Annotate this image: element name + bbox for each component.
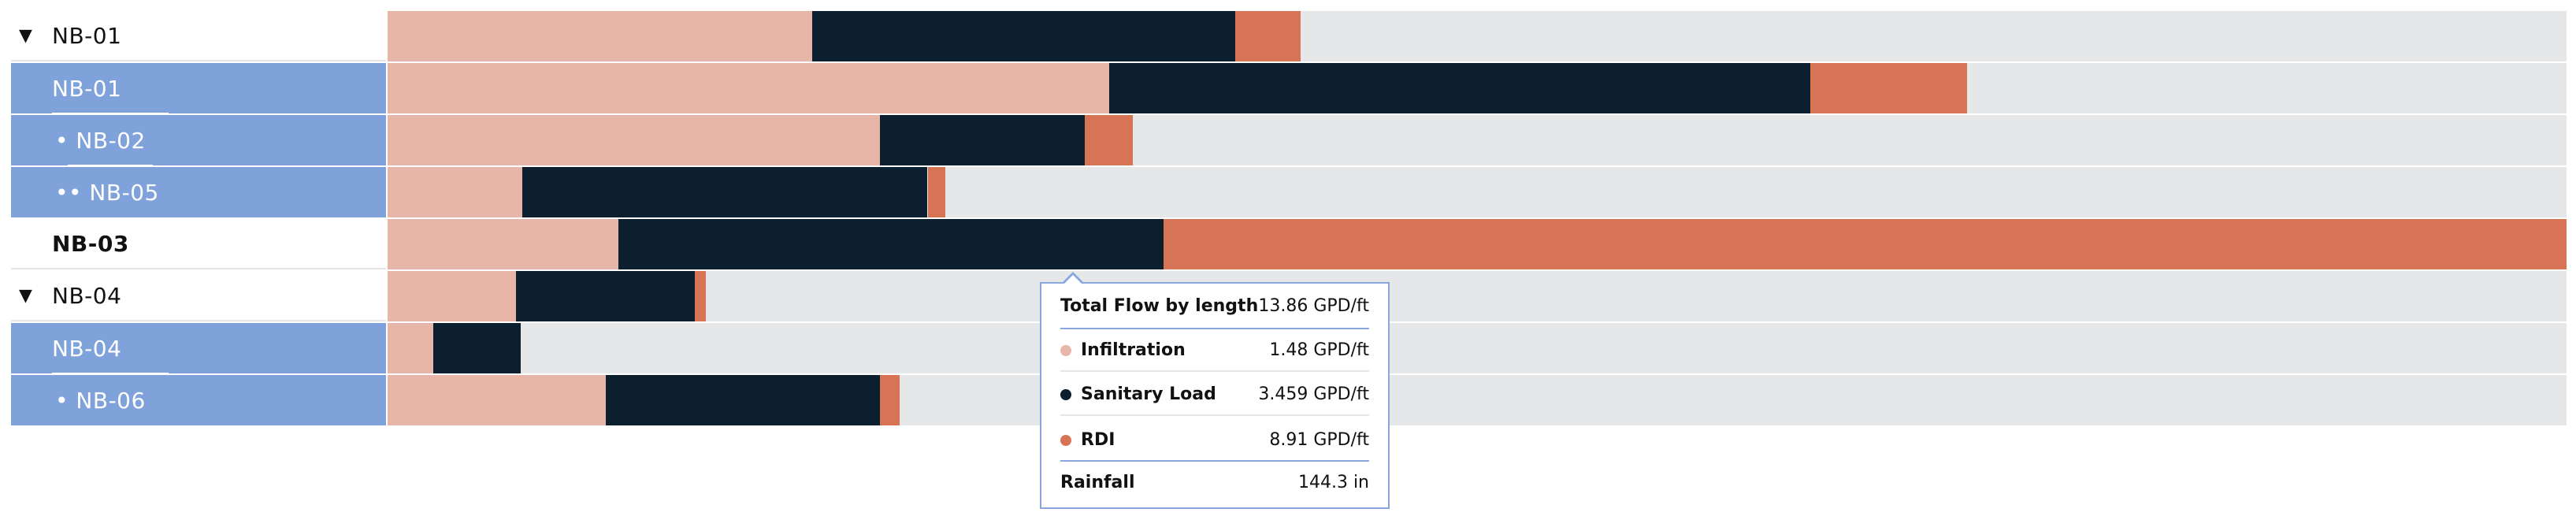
tree-row-label: • NB-06 bbox=[55, 387, 146, 414]
tooltip-row-value: 1.48 GPD/ft bbox=[1269, 340, 1369, 360]
flow-bar-track[interactable] bbox=[388, 323, 2567, 373]
tooltip-rainfall-label: Rainfall bbox=[1060, 473, 1135, 492]
tooltip-divider-top bbox=[1060, 328, 1369, 329]
flow-bar-track[interactable] bbox=[388, 271, 2567, 321]
tree-row[interactable]: ▼ NB-01 bbox=[11, 11, 386, 61]
flow-tooltip: Total Flow by length 13.86 GPD/ft Infilt… bbox=[1040, 272, 1390, 509]
rdi-bar-segment[interactable] bbox=[928, 167, 945, 217]
sanitary-bar-segment[interactable] bbox=[433, 323, 521, 373]
flow-bar-track[interactable] bbox=[388, 219, 2567, 269]
sanitary-bar-segment[interactable] bbox=[618, 219, 1164, 269]
caret-down-icon[interactable]: ▼ bbox=[19, 25, 32, 46]
tree-row-label: NB-04 bbox=[52, 335, 122, 362]
infiltration-bar-segment[interactable] bbox=[388, 271, 516, 321]
tree-row-label: • NB-02 bbox=[55, 127, 146, 154]
tooltip-divider bbox=[1060, 414, 1369, 416]
tooltip-total-value: 13.86 GPD/ft bbox=[1258, 296, 1369, 316]
rdi-dot-icon bbox=[1060, 434, 1071, 446]
tooltip-rainfall-value: 144.3 in bbox=[1297, 473, 1369, 492]
tree-row[interactable]: NB-04 bbox=[11, 323, 386, 374]
sanitary-bar-segment[interactable] bbox=[516, 271, 695, 321]
tooltip-rainfall-row: Rainfall 144.3 in bbox=[1060, 473, 1369, 492]
rdi-bar-segment[interactable] bbox=[695, 271, 706, 321]
flow-bar-track[interactable] bbox=[388, 375, 2567, 425]
tooltip-divider-bottom bbox=[1060, 460, 1369, 462]
tooltip-title: Total Flow by length bbox=[1060, 296, 1259, 316]
tooltip-row-sanitary: Sanitary Load 3.459 GPD/ft bbox=[1060, 384, 1369, 404]
tree-row-label: NB-01 bbox=[52, 22, 122, 49]
infiltration-bar-segment[interactable] bbox=[388, 63, 1109, 113]
sanitary-dot-icon bbox=[1060, 388, 1071, 400]
rdi-bar-segment[interactable] bbox=[1164, 219, 2567, 269]
tree-row[interactable]: • NB-06 bbox=[11, 375, 386, 425]
infiltration-bar-segment[interactable] bbox=[388, 219, 618, 269]
tooltip-total-row: Total Flow by length 13.86 GPD/ft bbox=[1060, 296, 1369, 316]
infiltration-bar-segment[interactable] bbox=[388, 167, 522, 217]
tree-row[interactable]: ▼ NB-04 bbox=[11, 271, 386, 321]
tooltip-row-rdi: RDI 8.91 GPD/ft bbox=[1060, 430, 1369, 450]
tooltip-row-label: Sanitary Load bbox=[1081, 384, 1216, 404]
tree-row-label: NB-03 bbox=[52, 230, 129, 257]
tree-row-label: NB-04 bbox=[52, 282, 122, 309]
tooltip-row-value: 8.91 GPD/ft bbox=[1269, 430, 1369, 450]
sanitary-bar-segment[interactable] bbox=[812, 11, 1235, 61]
sanitary-bar-segment[interactable] bbox=[522, 167, 927, 217]
tree-row[interactable]: • NB-02 bbox=[11, 115, 386, 166]
flow-bar-track[interactable] bbox=[388, 115, 2567, 165]
tooltip-row-infiltration: Infiltration 1.48 GPD/ft bbox=[1060, 340, 1369, 360]
infiltration-bar-segment[interactable] bbox=[388, 11, 812, 61]
tooltip-arrow-inner bbox=[1063, 275, 1082, 284]
sanitary-bar-segment[interactable] bbox=[880, 115, 1085, 165]
tree-row-label: NB-01 bbox=[52, 75, 122, 102]
tooltip-row-value: 3.459 GPD/ft bbox=[1258, 384, 1369, 404]
sanitary-bar-segment[interactable] bbox=[1109, 63, 1811, 113]
tree-row[interactable]: NB-03 bbox=[11, 219, 386, 269]
tree-row-label: •• NB-05 bbox=[55, 179, 159, 206]
infiltration-bar-segment[interactable] bbox=[388, 115, 880, 165]
rdi-bar-segment[interactable] bbox=[1810, 63, 1967, 113]
caret-down-icon[interactable]: ▼ bbox=[19, 285, 32, 306]
sanitary-bar-segment[interactable] bbox=[606, 375, 881, 425]
infiltration-dot-icon bbox=[1060, 344, 1071, 356]
basin-tree: ▼ NB-01 NB-01 • NB-02 •• NB-05 NB-03 ▼ NB-04 NB-… bbox=[11, 11, 386, 427]
flow-bar-track[interactable] bbox=[388, 167, 2567, 217]
infiltration-bar-segment[interactable] bbox=[388, 323, 433, 373]
flow-bar-track[interactable] bbox=[388, 11, 2567, 61]
tooltip-row-label: RDI bbox=[1081, 430, 1115, 450]
tooltip-row-label: Infiltration bbox=[1081, 340, 1186, 360]
rdi-bar-segment[interactable] bbox=[880, 375, 900, 425]
tree-divider bbox=[68, 165, 153, 166]
tree-divider bbox=[52, 373, 169, 374]
flow-bars bbox=[388, 11, 2567, 427]
rdi-bar-segment[interactable] bbox=[1235, 11, 1301, 61]
rdi-bar-segment[interactable] bbox=[1085, 115, 1133, 165]
tree-divider bbox=[52, 113, 169, 114]
infiltration-bar-segment[interactable] bbox=[388, 375, 606, 425]
tree-row[interactable]: NB-01 bbox=[11, 63, 386, 114]
tree-row[interactable]: •• NB-05 bbox=[11, 167, 386, 217]
flow-bar-track[interactable] bbox=[388, 63, 2567, 113]
tooltip-divider bbox=[1060, 370, 1369, 372]
